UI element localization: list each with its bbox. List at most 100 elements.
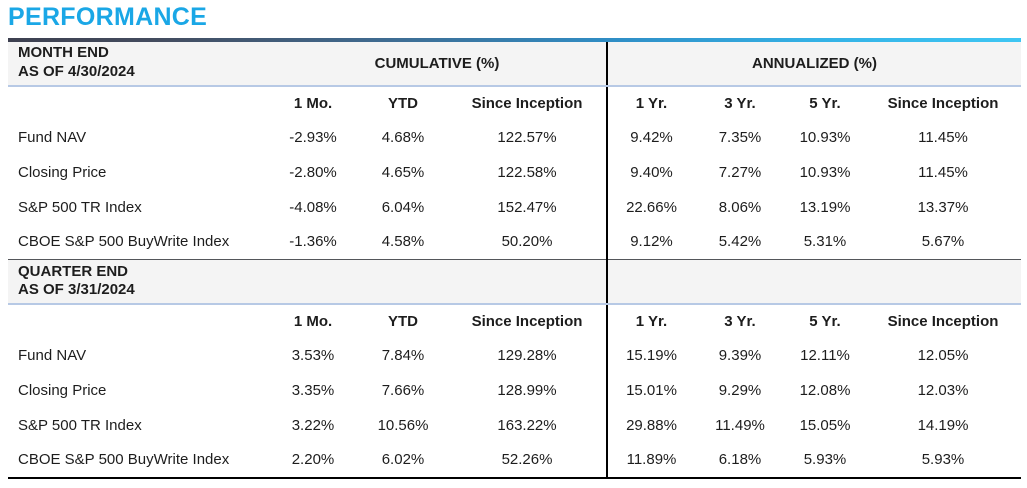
value-cell: 8.06%	[718, 198, 762, 216]
value-cell: 29.88%	[626, 416, 677, 434]
value-cell: 6.02%	[358, 442, 448, 479]
value-cell: 13.37%	[917, 198, 969, 216]
value-cell: 122.57%	[448, 119, 608, 155]
table-row: Fund NAV 3.53% 7.84% 129.28% 15.19% 9.39…	[8, 337, 1021, 373]
table-row: Closing Price -2.80% 4.65% 122.58% 9.40%…	[8, 154, 1021, 190]
group-header-annualized: ANNUALIZED (%)	[607, 41, 1021, 87]
value-cell: 12.08%	[799, 381, 851, 399]
value-cell: 50.20%	[448, 224, 608, 260]
section-title-month-end: MONTH END AS OF 4/30/2024	[8, 41, 268, 87]
table-row: Closing Price 3.35% 7.66% 128.99% 15.01%…	[8, 372, 1021, 408]
value-cell: 4.65%	[381, 163, 425, 181]
performance-table: MONTH END AS OF 4/30/2024 CUMULATIVE (%)…	[8, 41, 1021, 479]
column-header-row: 1 Mo. YTD Since Inception 1 Yr. 3 Yr. 5 …	[8, 85, 1021, 120]
value-cell: 7.27%	[718, 163, 762, 181]
value-cell: 52.26%	[448, 442, 608, 479]
value-cell: 6.04%	[381, 198, 425, 216]
value-cell: 10.93%	[799, 128, 851, 146]
value-cell: 5.67%	[921, 233, 965, 251]
value-cell: 22.66%	[626, 198, 677, 216]
value-cell: 3.22%	[291, 416, 335, 434]
column-header-3yr: 3 Yr.	[724, 312, 756, 330]
row-label: CBOE S&P 500 BuyWrite Index	[18, 233, 230, 251]
column-header-1mo: 1 Mo.	[293, 312, 333, 330]
section-band-month-end: MONTH END AS OF 4/30/2024 CUMULATIVE (%)…	[8, 41, 1021, 87]
value-cell: 9.39%	[718, 346, 762, 364]
value-cell: -1.36%	[289, 233, 337, 251]
value-cell: 11.49%	[715, 416, 765, 434]
page-title: PERFORMANCE	[8, 3, 208, 31]
column-header-blank	[8, 86, 268, 120]
column-header-3yr: 3 Yr.	[724, 94, 756, 112]
group-header-annualized-blank	[607, 259, 1021, 305]
value-cell: 15.05%	[799, 416, 851, 434]
value-cell: 4.68%	[381, 128, 425, 146]
value-cell: 7.66%	[381, 381, 425, 399]
value-cell: 5.42%	[718, 233, 762, 251]
column-header-1yr: 1 Yr.	[635, 94, 668, 112]
value-cell: 9.42%	[630, 128, 673, 146]
value-cell: 5.93%	[785, 442, 865, 479]
value-cell: 12.11%	[800, 346, 850, 364]
column-header-since-inception-cumulative: Since Inception	[448, 85, 608, 120]
column-header-1mo: 1 Mo.	[293, 94, 333, 112]
column-header-since-inception-annualized: Since Inception	[887, 312, 999, 330]
value-cell: 4.58%	[381, 233, 425, 251]
group-header-cumulative-blank	[268, 259, 608, 305]
value-cell: 129.28%	[448, 337, 608, 373]
column-header-blank	[8, 304, 268, 338]
value-cell: 14.19%	[917, 416, 969, 434]
column-header-1yr: 1 Yr.	[635, 312, 668, 330]
value-cell: -2.80%	[289, 163, 337, 181]
gradient-top-rule	[8, 37, 1021, 42]
value-cell: 10.56%	[377, 416, 429, 434]
value-cell: 2.20%	[268, 442, 358, 479]
section-band-quarter-end: QUARTER END AS OF 3/31/2024	[8, 259, 1021, 305]
value-cell: 10.93%	[799, 163, 851, 181]
column-header-5yr: 5 Yr.	[809, 312, 841, 330]
column-header-since-inception-cumulative: Since Inception	[448, 303, 608, 338]
value-cell: 3.35%	[291, 381, 335, 399]
value-cell: 6.18%	[695, 442, 785, 479]
column-header-since-inception-annualized: Since Inception	[887, 94, 999, 112]
value-cell: 11.45%	[918, 163, 968, 181]
value-cell: 12.05%	[917, 346, 969, 364]
table-row: CBOE S&P 500 BuyWrite Index -1.36% 4.58%…	[8, 224, 1021, 260]
table-row: S&P 500 TR Index -4.08% 6.04% 152.47% 22…	[8, 189, 1021, 225]
value-cell: 11.89%	[607, 442, 695, 479]
row-label: CBOE S&P 500 BuyWrite Index	[8, 442, 268, 479]
value-cell: 122.58%	[448, 154, 608, 190]
group-header-cumulative: CUMULATIVE (%)	[268, 41, 608, 87]
table-row: S&P 500 TR Index 3.22% 10.56% 163.22% 29…	[8, 407, 1021, 443]
table-row: Fund NAV -2.93% 4.68% 122.57% 9.42% 7.35…	[8, 119, 1021, 155]
row-label: Fund NAV	[18, 346, 87, 364]
value-cell: 152.47%	[448, 189, 608, 225]
value-cell: 5.93%	[865, 442, 1021, 479]
value-cell: 15.01%	[626, 381, 677, 399]
value-cell: -4.08%	[289, 198, 337, 216]
value-cell: 3.53%	[291, 346, 335, 364]
table-row: CBOE S&P 500 BuyWrite Index 2.20% 6.02% …	[8, 442, 1021, 479]
column-header-ytd: YTD	[388, 312, 418, 330]
row-label: Closing Price	[18, 381, 107, 399]
column-header-ytd: YTD	[388, 94, 418, 112]
value-cell: 7.35%	[718, 128, 762, 146]
row-label: Closing Price	[18, 163, 107, 181]
value-cell: 9.12%	[630, 233, 673, 251]
value-cell: 9.40%	[630, 163, 673, 181]
value-cell: 12.03%	[917, 381, 969, 399]
value-cell: 163.22%	[448, 407, 608, 443]
column-header-row: 1 Mo. YTD Since Inception 1 Yr. 3 Yr. 5 …	[8, 303, 1021, 338]
value-cell: 7.84%	[381, 346, 425, 364]
value-cell: 128.99%	[448, 372, 608, 408]
value-cell: 5.31%	[803, 233, 847, 251]
value-cell: 13.19%	[799, 198, 851, 216]
row-label: Fund NAV	[18, 128, 87, 146]
value-cell: -2.93%	[289, 128, 337, 146]
value-cell: 15.19%	[626, 346, 677, 364]
column-header-5yr: 5 Yr.	[809, 94, 841, 112]
value-cell: 9.29%	[718, 381, 762, 399]
row-label: S&P 500 TR Index	[18, 198, 142, 216]
row-label: S&P 500 TR Index	[18, 416, 142, 434]
